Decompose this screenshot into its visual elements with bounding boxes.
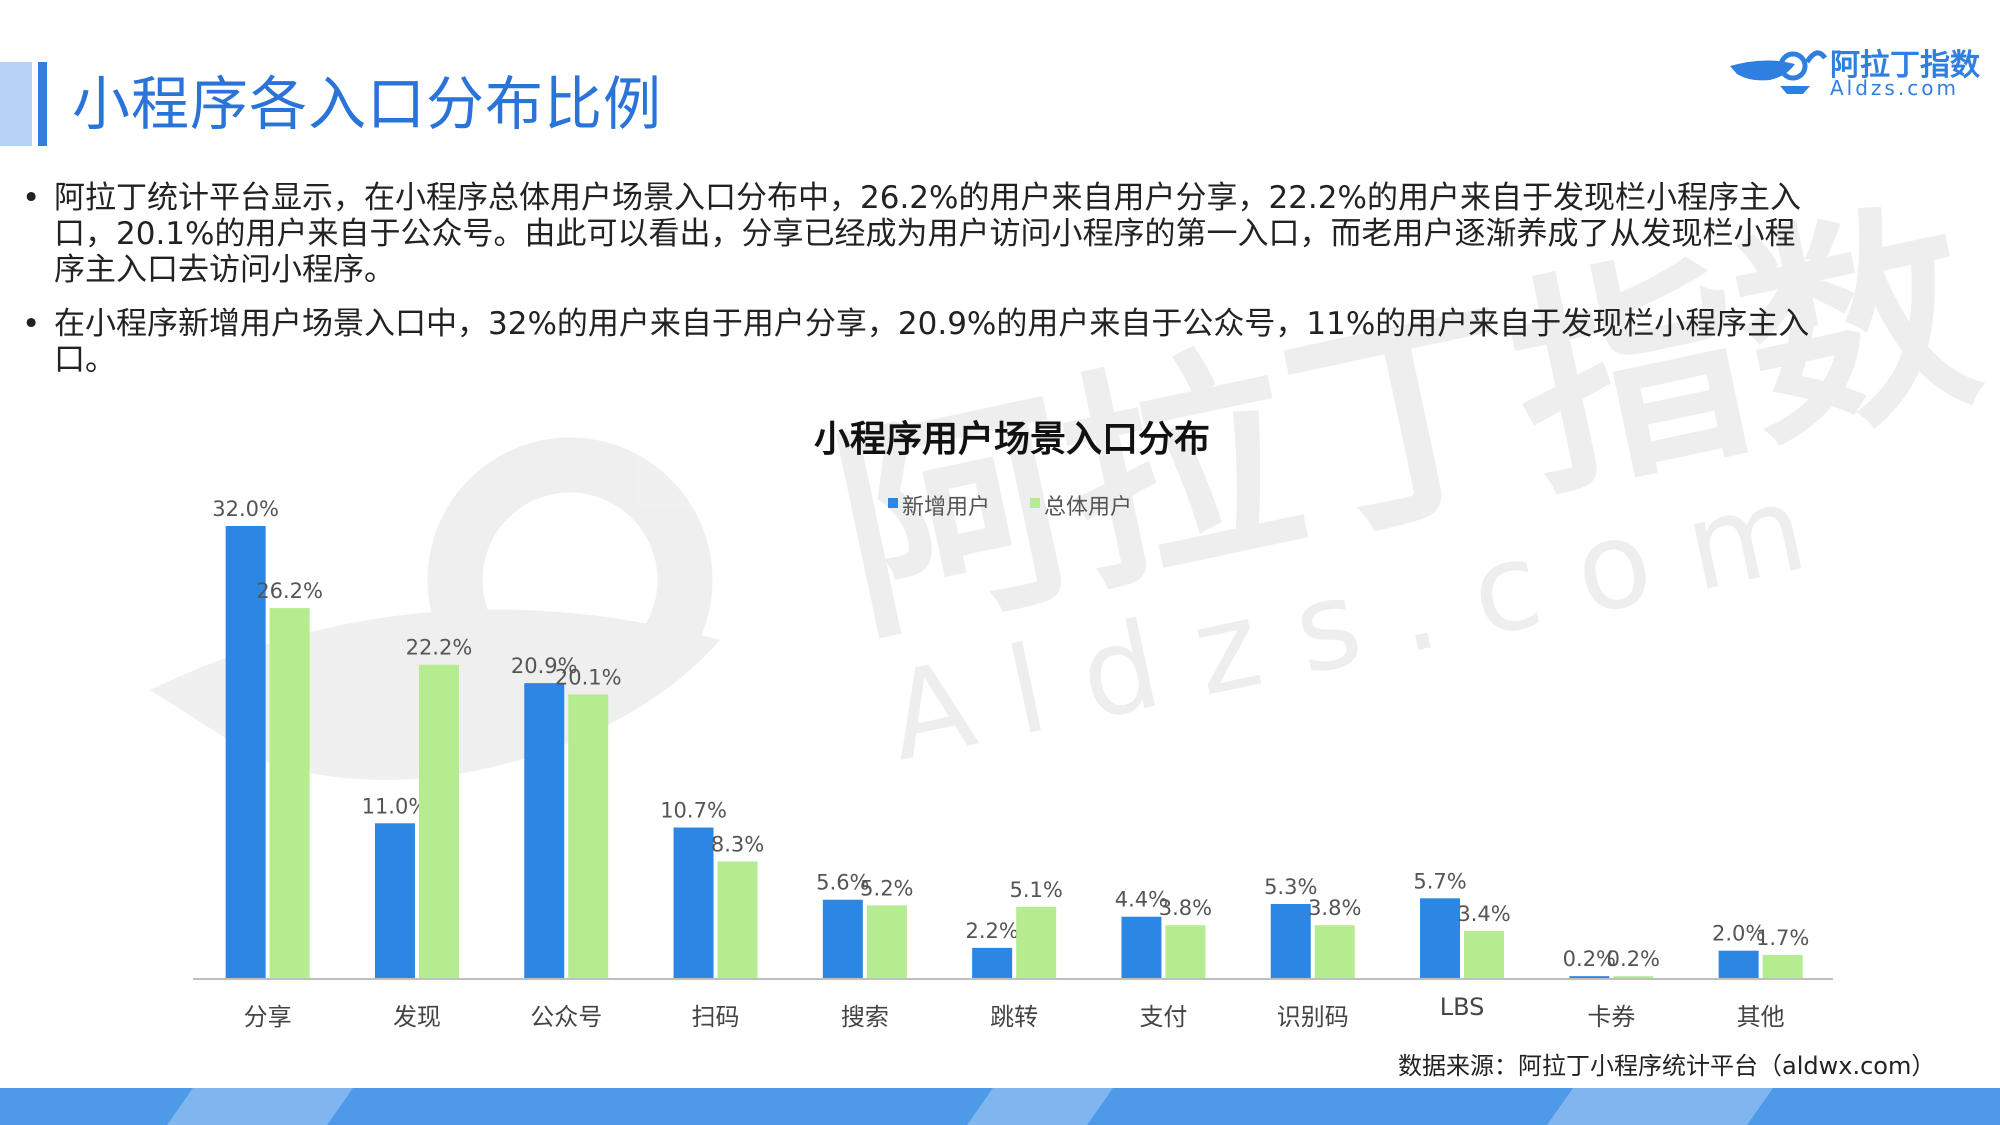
data-label: 11.0% [362,794,429,818]
bar-total-users [269,608,310,979]
bar-new-users [822,899,863,979]
category-label: LBS [1440,993,1485,1021]
bullet-text: 在小程序新增用户场景入口中，32%的用户来自于用户分享，20.9%的用户来自于公… [54,306,1810,378]
category-label: 分享 [244,1003,292,1031]
data-label: 5.1% [1009,878,1062,902]
title-accent-bar [38,62,47,146]
category-label: 识别码 [1277,1003,1349,1031]
legend-label: 总体用户 [1044,495,1132,520]
chart-bars: 32.0% 26.2% 分享 11.0% 22.2% 发现 20.9%20.1% 公众号 10.… [212,497,1809,1031]
bar-new-users [1420,898,1461,979]
data-label: 8.3% [711,833,764,857]
bar-new-users [1718,950,1759,979]
bar-total-users [717,861,758,979]
bullet-dot: • [22,180,41,216]
data-label: 22.2% [406,636,473,660]
chart-title: 小程序用户场景入口分布 [814,419,1210,460]
bar-new-users [1569,976,1610,979]
data-label: 2.0% [1712,922,1765,946]
legend-label: 新增用户 [902,495,990,520]
chart-legend: 新增用户 总体用户 [888,495,1132,520]
bar-new-users [524,683,565,979]
logo-text-en: Aldzs.com [1830,76,1959,100]
data-label: 5.2% [860,876,913,900]
data-label: 5.3% [1264,875,1317,899]
data-label: 0.2% [1607,947,1660,971]
logo-text-cn: 阿拉丁指数 [1830,48,1980,83]
bar-total-users [1165,925,1206,979]
bar-total-users [418,664,459,979]
category-label: 卡券 [1587,1003,1635,1031]
category-label: 搜索 [841,1003,889,1031]
bar-new-users [225,526,266,979]
logo-lamp-icon [1730,50,1828,94]
bar-new-users [1121,916,1162,979]
data-label: 20.9% [511,654,578,678]
legend-swatch [888,498,898,508]
category-label: 发现 [393,1003,441,1031]
data-label: 0.2% [1563,947,1616,971]
bar-total-users [1613,976,1654,979]
data-label: 1.7% [1756,926,1809,950]
bar-total-users [1762,954,1803,979]
data-label: 26.2% [256,579,323,603]
category-label: 公众号 [530,1003,602,1031]
category-label: 支付 [1139,1003,1187,1031]
data-label: 3.4% [1457,902,1510,926]
bullet-text: 阿拉丁统计平台显示，在小程序总体用户场景入口分布中，26.2%的用户来自用户分享… [54,180,1801,288]
data-label: 5.6% [816,871,869,895]
bar-total-users [1016,906,1057,979]
bullet-dot: • [22,306,41,342]
category-label: 扫码 [692,1003,740,1031]
data-label: 32.0% [212,497,279,521]
data-source: 数据来源：阿拉丁小程序统计平台（aldwx.com） [1398,1052,1936,1080]
bar-total-users [866,905,907,979]
bar-total-users [568,694,609,979]
category-label: 跳转 [990,1003,1038,1031]
data-label: 20.1% [555,665,622,689]
data-label: 2.2% [965,919,1018,943]
bar-total-users [1314,925,1355,979]
bullet-item: • 阿拉丁统计平台显示，在小程序总体用户场景入口分布中，26.2%的用户来自用户… [22,180,1822,288]
bar-new-users [374,823,415,979]
data-label: 3.8% [1308,896,1361,920]
data-label: 5.7% [1413,869,1466,893]
bar-new-users [972,947,1013,979]
left-accent-bar [0,62,32,146]
footer-band [0,1088,2000,1125]
data-label: 10.7% [660,799,727,823]
bar-new-users [673,827,714,979]
legend-swatch [1030,498,1040,508]
bar-new-users [1270,903,1311,979]
page-title: 小程序各入口分布比例 [72,70,663,138]
category-label: 其他 [1737,1003,1785,1031]
bar-total-users [1464,930,1505,979]
data-label: 3.8% [1159,896,1212,920]
bullet-item: • 在小程序新增用户场景入口中，32%的用户来自于用户分享，20.9%的用户来自… [22,306,1822,378]
bullet-list: • 阿拉丁统计平台显示，在小程序总体用户场景入口分布中，26.2%的用户来自用户… [22,180,1822,396]
data-label: 4.4% [1115,888,1168,912]
